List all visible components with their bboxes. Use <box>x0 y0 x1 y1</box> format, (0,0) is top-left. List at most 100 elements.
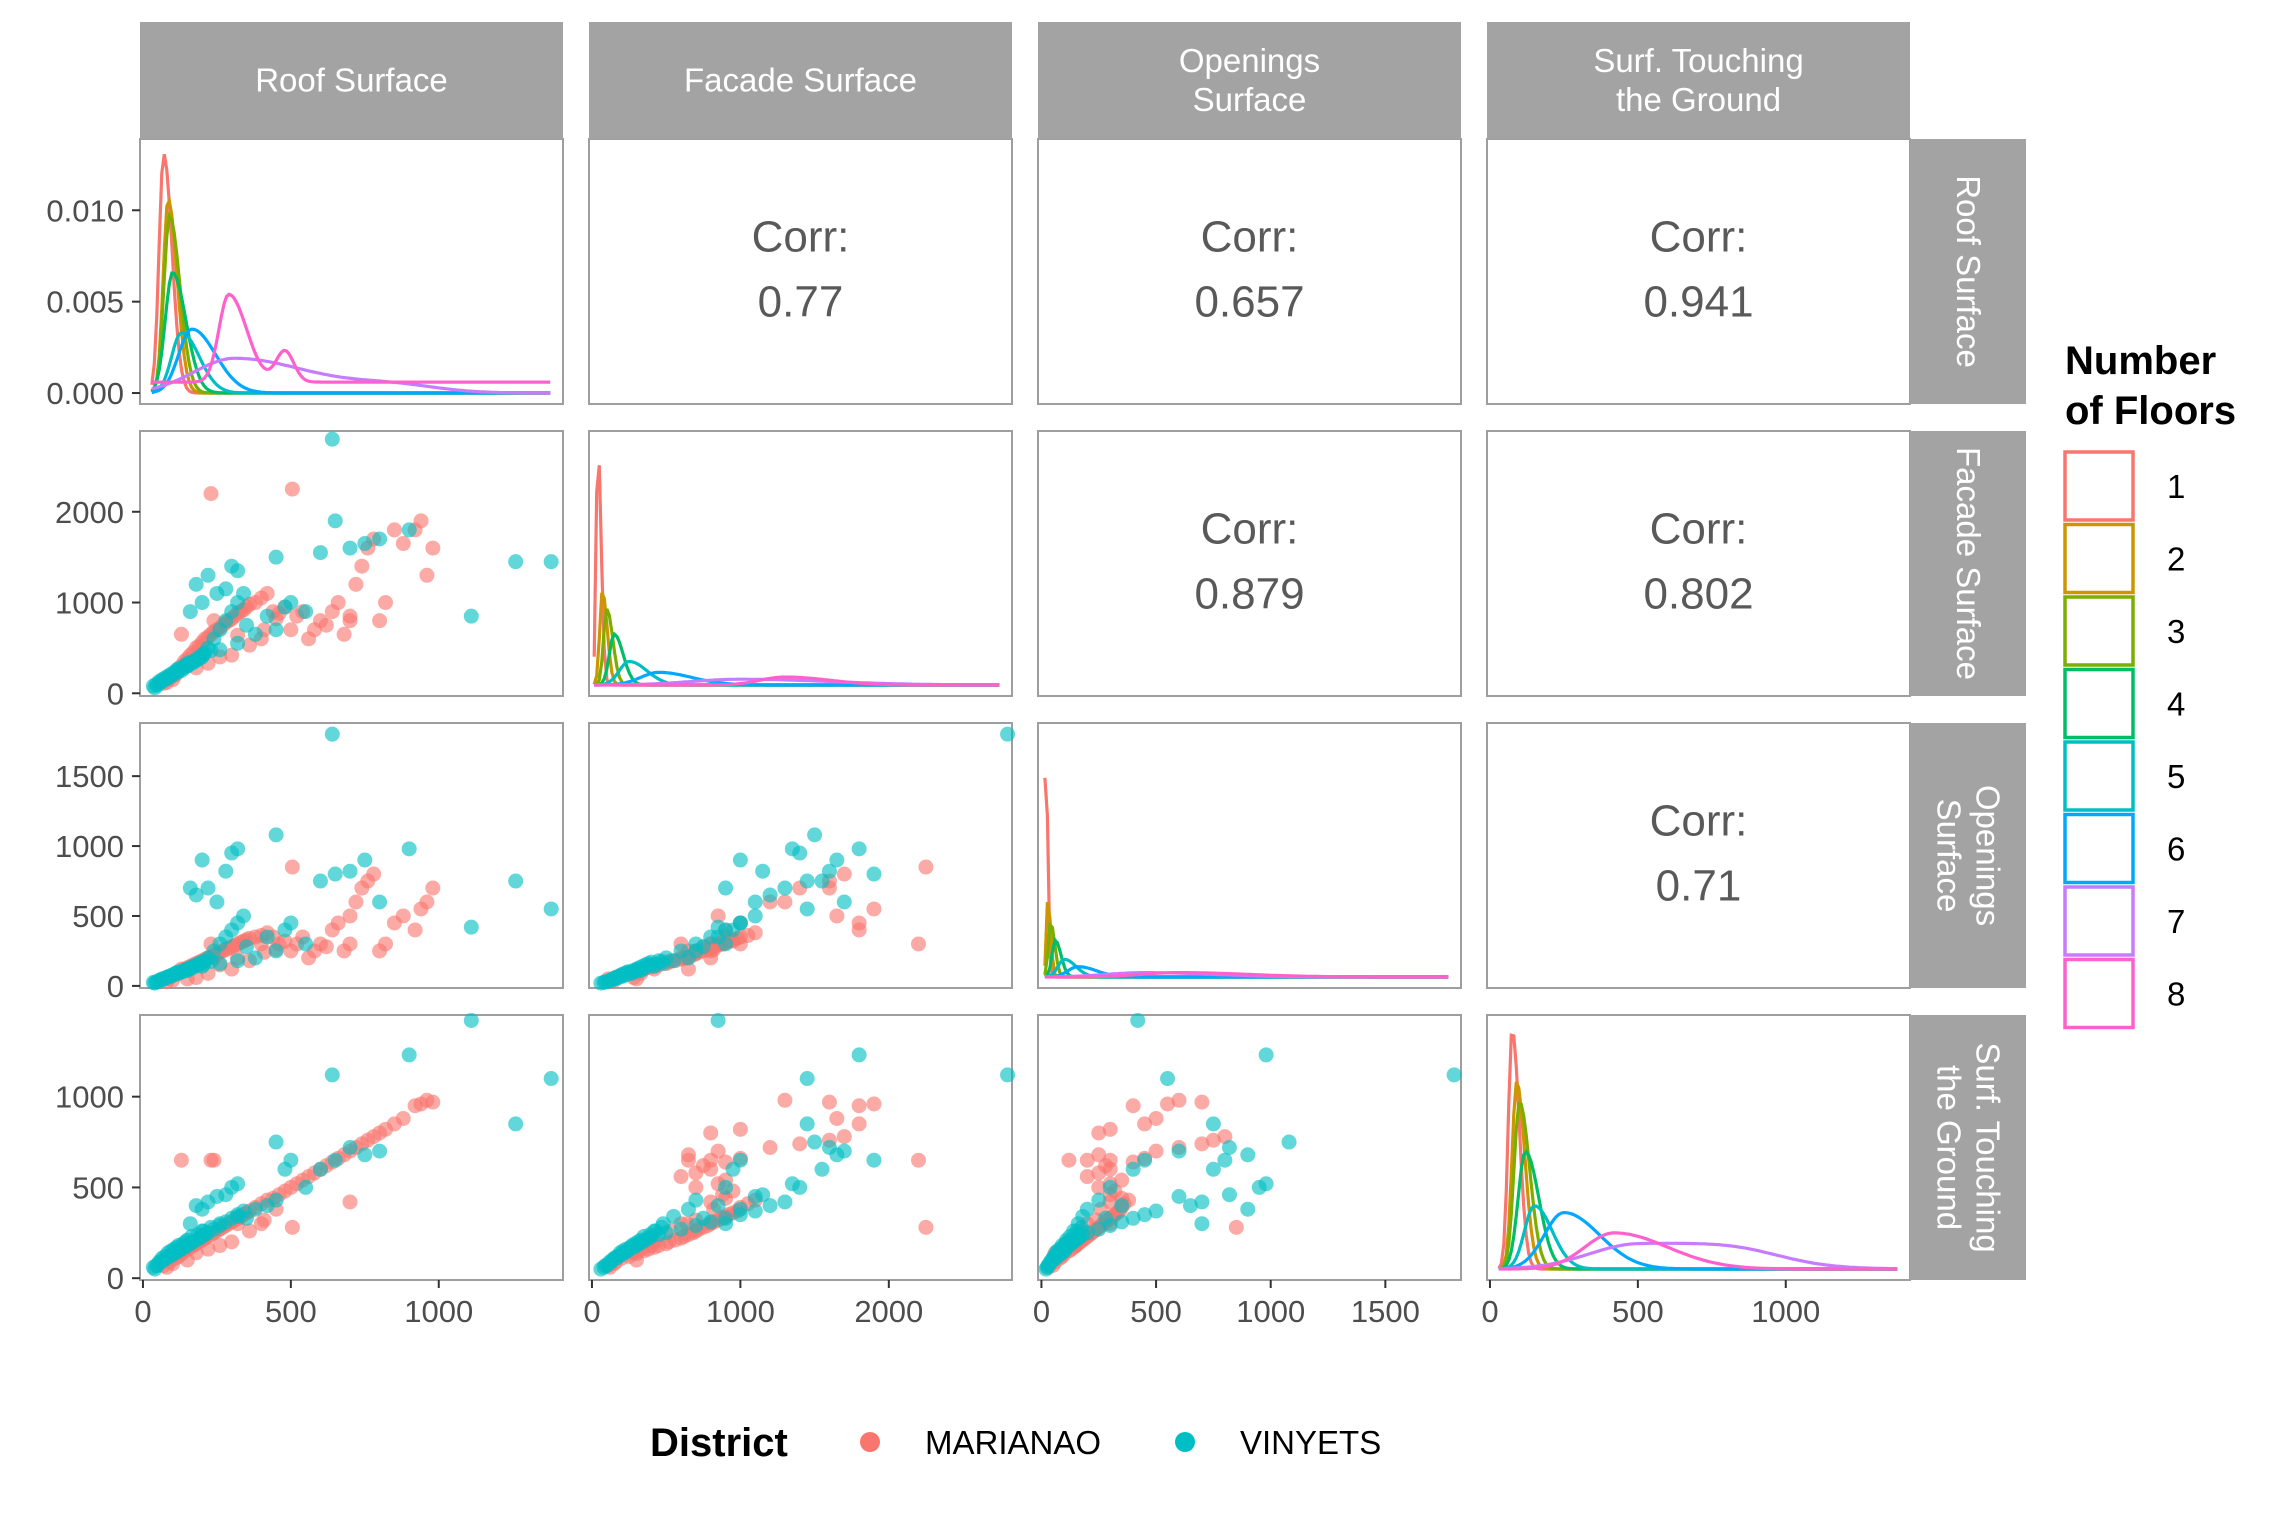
scatter-point <box>182 1216 198 1232</box>
density-curve-floors-7 <box>151 356 551 395</box>
scatter-point <box>425 540 441 556</box>
scatter-point <box>1240 1201 1256 1217</box>
top-strip-label: Surface <box>1193 81 1307 118</box>
scatter-point <box>1137 1152 1153 1168</box>
y-tick-label: 0 <box>107 676 124 711</box>
y-tick-label: 500 <box>72 899 124 934</box>
scatter-point <box>395 536 411 552</box>
scatter-point <box>829 1110 845 1126</box>
scatter-point <box>327 1152 343 1168</box>
corr-label: Corr: <box>752 213 850 262</box>
scatter-point <box>224 647 240 663</box>
scatter-point <box>680 1201 696 1217</box>
scatter-point <box>357 1147 373 1163</box>
scatter-point <box>1217 1152 1233 1168</box>
scatter-point <box>182 604 198 620</box>
scatter-point <box>710 929 726 945</box>
scatter-point <box>784 1176 800 1192</box>
density-curve-floors-8 <box>594 675 1000 687</box>
scatter-point <box>218 581 234 597</box>
scatter-point <box>777 880 793 896</box>
density-curve-floors-8 <box>1498 1231 1898 1271</box>
right-strip-label-group: Facade Surface <box>1950 447 1987 680</box>
scatter-point <box>354 558 370 574</box>
panel-frame-r1-c2 <box>1037 430 1462 697</box>
scatter-point <box>792 1136 808 1152</box>
legend-floors-label: 8 <box>2167 976 2185 1013</box>
scatter-point <box>1079 1152 1095 1168</box>
scatter-series-vinyets <box>145 726 559 991</box>
legend-floors-label: 1 <box>2167 468 2185 505</box>
right-strip-label: Surf. Touching <box>1970 1042 2007 1252</box>
scatter-point <box>284 481 300 497</box>
scatter-point <box>218 863 234 879</box>
scatter-series-vinyets <box>145 1012 559 1277</box>
scatter-point <box>284 859 300 875</box>
strip-labels: Roof Surface Facade Surface OpeningsSurfac… <box>140 22 2026 1280</box>
scatter-point <box>718 880 734 896</box>
scatter-point <box>342 863 358 879</box>
scatter-point <box>688 1179 704 1195</box>
right-strip-label: Roof Surface <box>1950 175 1987 368</box>
scatter-point <box>866 866 882 882</box>
y-tick-label: 1500 <box>55 759 124 794</box>
scatter-point <box>386 522 402 538</box>
scatter-point <box>173 1152 189 1168</box>
scatter-point <box>401 1047 417 1063</box>
legend-floors-entry-5: 5 <box>2063 740 2185 812</box>
scatter-point <box>413 513 429 529</box>
scatter-point <box>703 1152 719 1168</box>
scatter-point <box>1148 1143 1164 1159</box>
scatter-point <box>1182 1198 1198 1214</box>
scatter-point <box>236 585 252 601</box>
scatter-point <box>283 595 299 611</box>
right-strip-2 <box>1910 723 2026 988</box>
scatter-point <box>836 1143 852 1159</box>
legend-floors-entry-3: 3 <box>2063 595 2185 667</box>
legend-district-title: District <box>650 1421 788 1465</box>
scatter-point <box>654 953 670 969</box>
scatter-point <box>312 873 328 889</box>
scatter-point <box>1102 1121 1118 1137</box>
scatter-point <box>200 1241 216 1257</box>
scatter-point <box>407 922 423 938</box>
scatter-point <box>807 1134 823 1150</box>
panel-frame-r1-c3 <box>1486 430 1911 697</box>
legend-district-entry-marianao: MARIANAO <box>860 1424 1101 1461</box>
legend-floors-entry-4: 4 <box>2063 667 2185 740</box>
scatter-point <box>807 827 823 843</box>
corr-value: 0.657 <box>1194 278 1304 327</box>
x-tick-label: 1500 <box>1351 1294 1420 1329</box>
scatter-point <box>821 1094 837 1110</box>
scatter-point <box>508 873 524 889</box>
scatter-point <box>206 1152 222 1168</box>
y-tick-label: 0 <box>107 1261 124 1296</box>
scatter-point <box>230 563 246 579</box>
scatter-point <box>762 1140 778 1155</box>
scatter-point <box>1194 1094 1210 1110</box>
scatter-point <box>755 863 771 879</box>
scatter-point <box>395 908 411 924</box>
scatter-point <box>283 1152 299 1168</box>
scatter-point <box>203 643 219 659</box>
scatter-point <box>268 549 284 565</box>
scatter-point <box>543 554 559 570</box>
scatter-point <box>836 1129 852 1145</box>
scatter-point <box>318 939 334 955</box>
scatter-point <box>1205 1116 1221 1132</box>
top-strip-2 <box>1038 22 1461 139</box>
scatter-point <box>710 1012 726 1028</box>
scatter-point <box>747 894 763 910</box>
scatter-point <box>173 626 189 642</box>
x-tick-label: 1000 <box>1751 1294 1820 1329</box>
scatter-point <box>419 567 435 583</box>
scatter-point <box>851 922 867 938</box>
scatter-point <box>247 950 263 966</box>
scatter-point <box>851 1116 867 1132</box>
scatter-point <box>372 1143 388 1159</box>
legend-floors-entry-2: 2 <box>2063 522 2185 595</box>
scatter-point <box>508 554 524 570</box>
top-strip-label: Surf. Touching <box>1593 42 1803 79</box>
scatter-point <box>1194 1194 1210 1210</box>
